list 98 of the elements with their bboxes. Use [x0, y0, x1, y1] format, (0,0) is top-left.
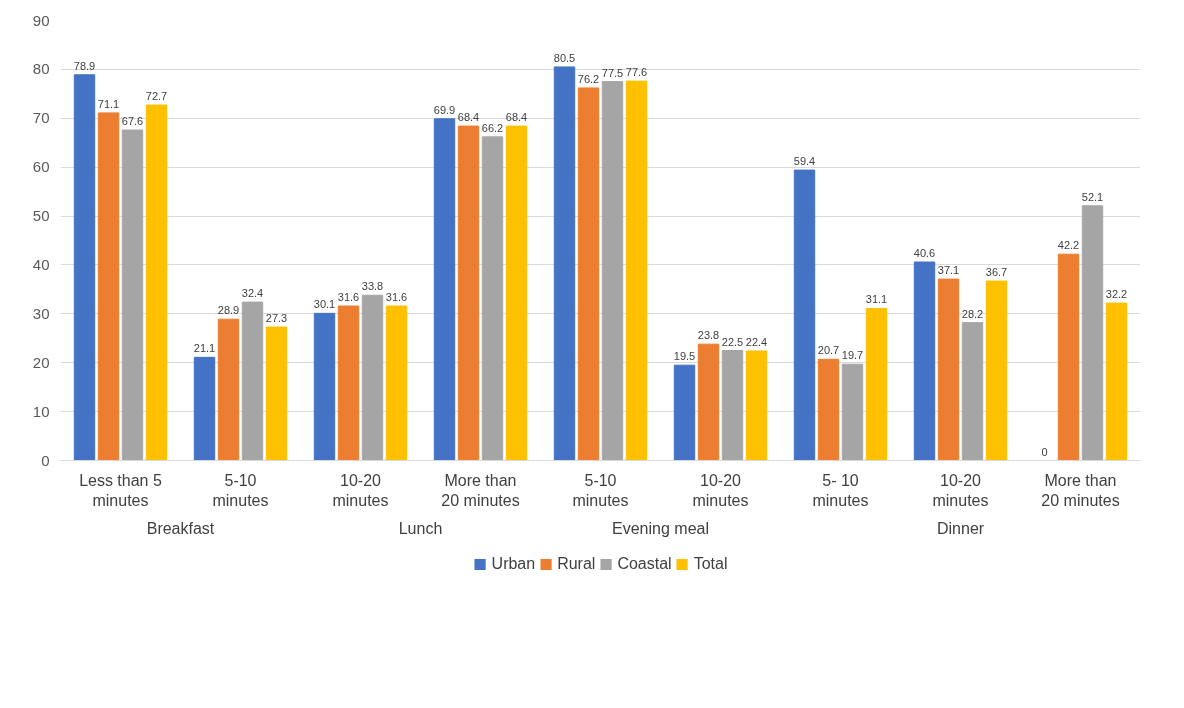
bar [121, 129, 144, 461]
data-label: 33.8 [361, 280, 384, 293]
data-label: 80.5 [553, 51, 576, 64]
bar [457, 125, 480, 461]
data-label: 21.1 [193, 342, 216, 355]
text: Lunch [398, 519, 443, 537]
bar [385, 305, 408, 461]
data-label: 31.1 [865, 293, 888, 306]
x-tick-label: 5-10 minutes [572, 471, 629, 509]
data-label: 31.6 [385, 291, 408, 304]
bar [817, 358, 840, 461]
bar [145, 104, 168, 461]
data-label: 28.9 [217, 304, 240, 317]
legend-label: Urban [491, 555, 536, 573]
legend-label: Coastal [617, 555, 672, 573]
bar [505, 125, 528, 461]
data-label: 71.1 [97, 97, 120, 110]
data-label: 19.5 [673, 350, 696, 363]
legend-label: Rural [557, 555, 596, 573]
data-label: 0 [1041, 445, 1048, 458]
data-label: 69.9 [433, 103, 456, 116]
bar [937, 278, 960, 461]
data-label: 36.7 [985, 266, 1008, 279]
data-label: 77.6 [625, 66, 648, 79]
y-tick-label: 50 [32, 207, 50, 225]
text: Breakfast [146, 519, 215, 537]
bar [1105, 302, 1128, 461]
x-tick-label: 5- 10 minutes [812, 471, 869, 509]
data-label: 22.5 [721, 335, 744, 348]
x-tick-label: 10-20 minutes [932, 471, 989, 509]
bar [865, 307, 888, 461]
bar [193, 356, 216, 461]
bar [265, 326, 288, 461]
bar [601, 81, 624, 461]
bar [961, 322, 984, 461]
text: Dinner [936, 519, 985, 537]
data-label: 52.1 [1081, 190, 1104, 203]
bar [337, 305, 360, 461]
bar [985, 280, 1008, 461]
y-tick-label: 80 [32, 60, 50, 78]
data-label: 27.3 [265, 312, 288, 325]
bar [313, 312, 336, 461]
bar [481, 136, 504, 461]
x-tick-label: Less than 5 minutes [79, 471, 162, 509]
y-tick-label: 40 [32, 255, 50, 273]
bar [433, 118, 456, 461]
bar [73, 74, 96, 461]
data-label: 20.7 [817, 344, 840, 357]
data-label: 28.2 [961, 307, 984, 320]
bar [241, 301, 264, 461]
data-label: 77.5 [601, 66, 624, 79]
data-label: 68.4 [457, 111, 480, 124]
data-label: 67.6 [121, 115, 144, 128]
bar [793, 169, 816, 461]
y-tick-label: 90 [32, 11, 50, 29]
bar [721, 350, 744, 461]
y-tick-label: 0 [41, 451, 50, 469]
bar [673, 364, 696, 461]
data-label: 32.2 [1105, 288, 1128, 301]
bar [577, 87, 600, 461]
bar [361, 294, 384, 461]
data-label: 72.7 [145, 90, 168, 103]
x-tick-label: 10-20 minutes [332, 471, 389, 509]
text: Evening meal [612, 519, 709, 537]
bar [841, 363, 864, 461]
bar [745, 350, 768, 461]
y-tick-label: 60 [32, 158, 50, 176]
y-tick-label: 70 [32, 109, 50, 127]
bar [1081, 205, 1104, 461]
x-tick-label: 5-10 minutes [212, 471, 269, 509]
y-tick-label: 10 [32, 402, 50, 420]
x-tick-label: More than 20 minutes [441, 471, 520, 509]
data-label: 31.6 [337, 291, 360, 304]
bar [625, 80, 648, 461]
bar [697, 343, 720, 461]
data-label: 68.4 [505, 111, 528, 124]
data-label: 40.6 [913, 247, 936, 260]
x-tick-label: More than 20 minutes [1041, 471, 1120, 509]
y-tick-label: 30 [32, 304, 50, 322]
data-label: 23.8 [697, 329, 720, 342]
bar [1057, 253, 1080, 461]
data-label: 78.9 [73, 59, 96, 72]
bar [97, 112, 120, 461]
data-label: 59.4 [793, 155, 816, 168]
data-label: 76.2 [577, 72, 600, 85]
data-label: 32.4 [241, 287, 264, 300]
data-label: 19.7 [841, 349, 864, 362]
x-tick-label: 10-20 minutes [692, 471, 749, 509]
bar [217, 318, 240, 461]
legend-label: Total [693, 555, 728, 573]
data-label: 22.4 [745, 335, 768, 348]
data-label: 37.1 [937, 264, 960, 277]
data-label: 42.2 [1057, 239, 1080, 252]
y-tick-label: 20 [32, 353, 50, 371]
bar [913, 261, 936, 461]
bar [553, 66, 576, 461]
data-label: 30.1 [313, 298, 336, 311]
data-label: 66.2 [481, 121, 504, 134]
